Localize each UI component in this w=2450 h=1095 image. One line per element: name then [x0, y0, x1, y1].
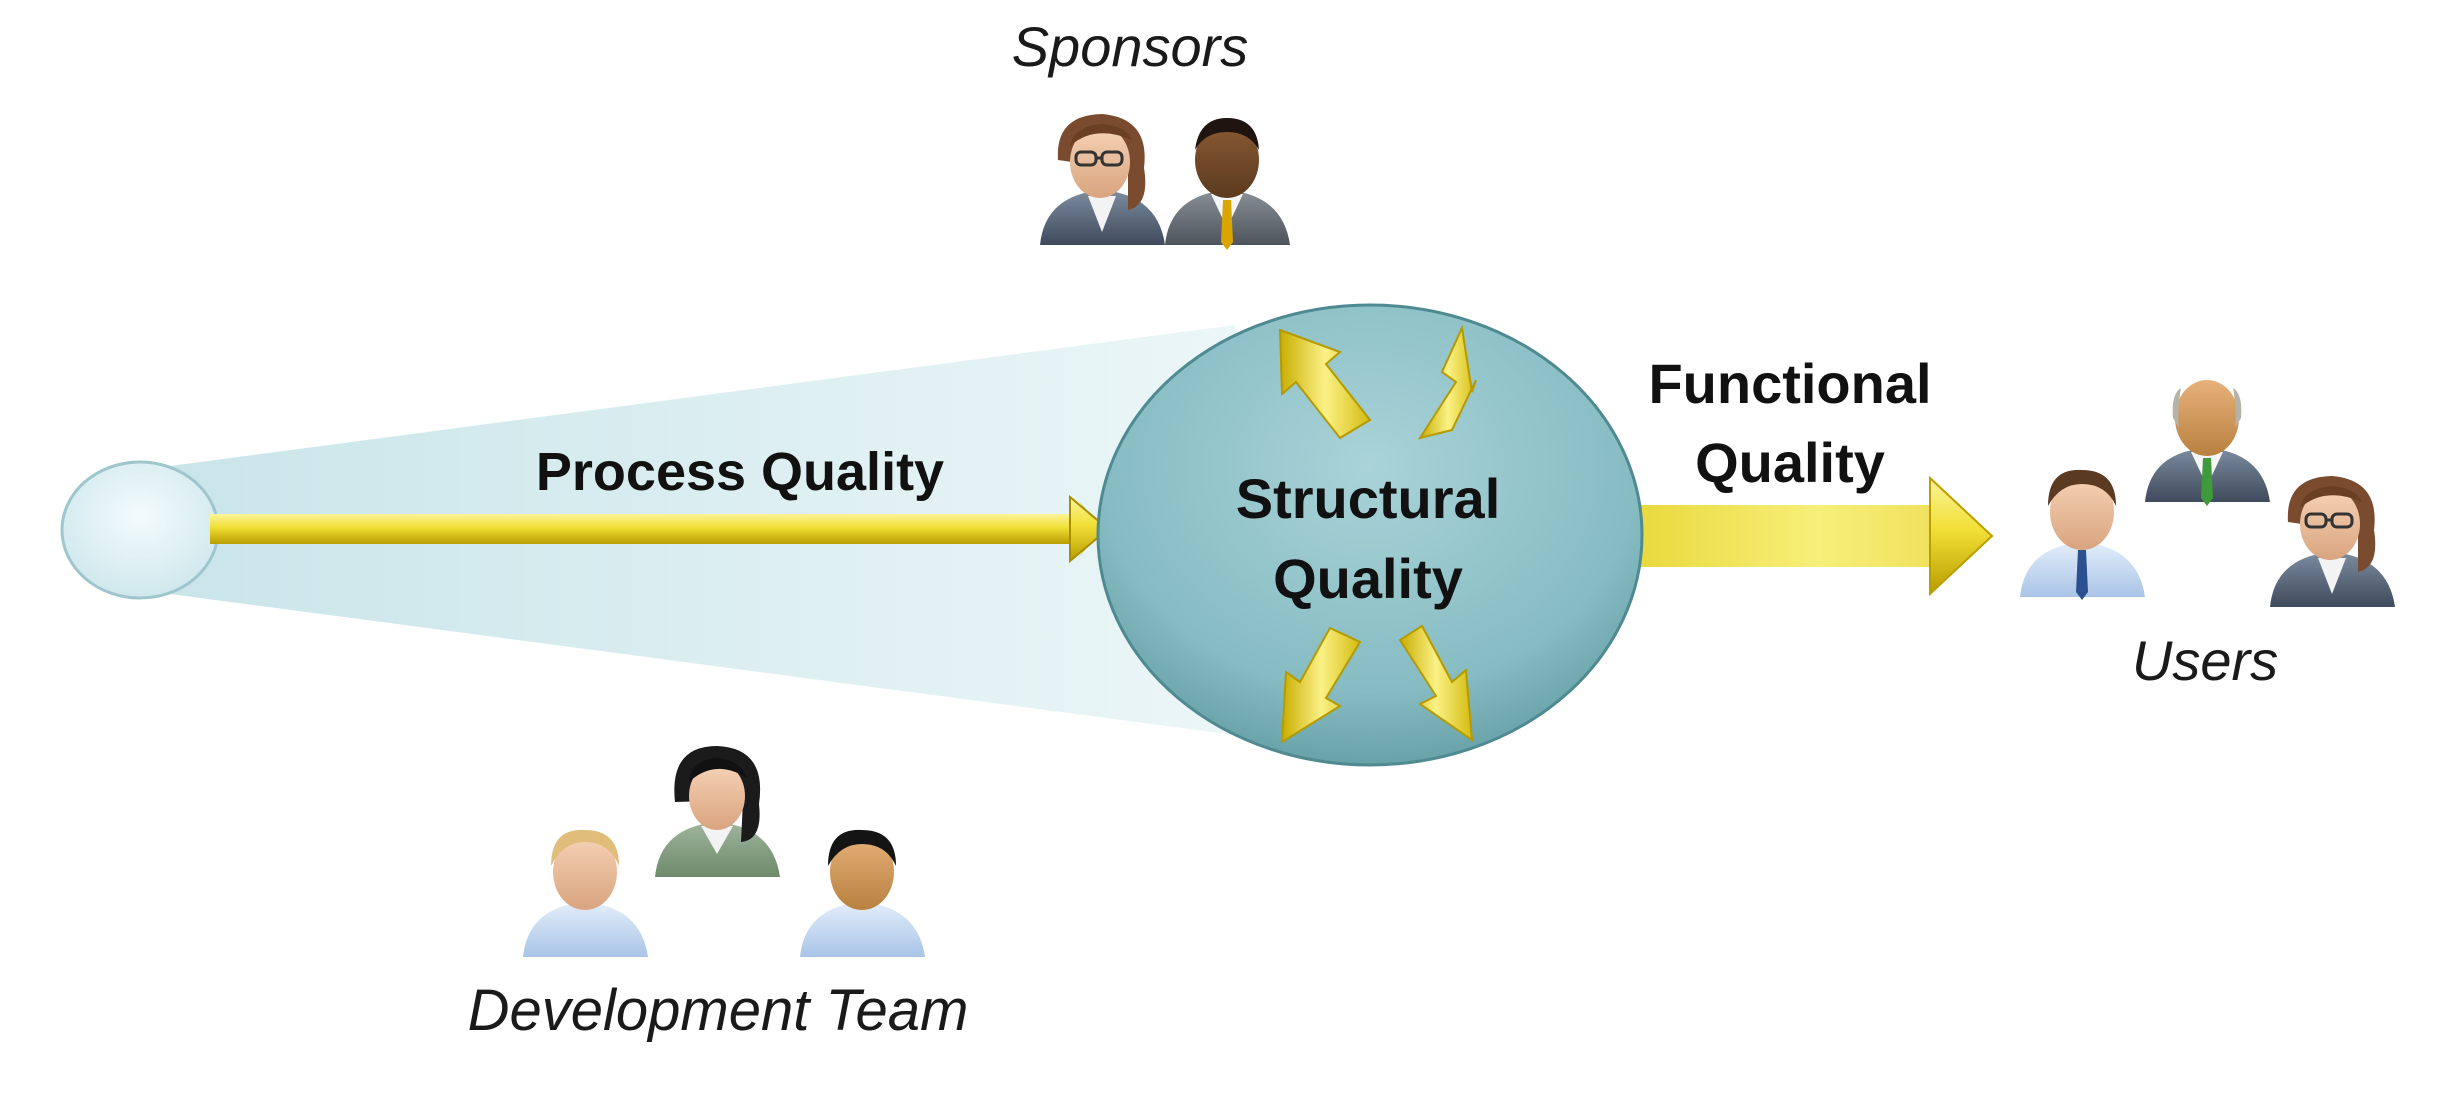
start-circle: [60, 460, 220, 600]
man-dark-hair-icon: [800, 829, 925, 957]
woman-glasses-icon: [1040, 114, 1165, 245]
users-group: [2020, 380, 2395, 607]
structural-arrow-up-right: [1417, 324, 1477, 440]
woman-dark-hair-icon: [655, 746, 780, 877]
sponsors-group: [1040, 114, 1290, 250]
man-dark-icon: [1165, 118, 1290, 250]
functional-quality-label-line1: Functional: [1648, 352, 1931, 415]
structural-quality-label-line2: Quality: [1273, 547, 1463, 610]
sponsors-label: Sponsors: [1012, 15, 1249, 78]
process-quality-label: Process Quality: [536, 442, 944, 502]
structural-arrow-down-left: [1280, 626, 1362, 744]
structural-arrow-down-right: [1398, 624, 1474, 743]
man-blond-icon: [523, 829, 648, 957]
structural-quality-label-line1: Structural: [1236, 467, 1501, 530]
development-team-label: Development Team: [468, 978, 969, 1043]
structural-arrow-up-left: [1278, 328, 1372, 440]
man-blue-tie-icon: [2020, 469, 2145, 600]
older-man-green-tie-icon: [2145, 380, 2270, 506]
structural-quality-circle: [1096, 303, 1644, 767]
functional-quality-arrow: [1630, 475, 1994, 597]
users-label: Users: [2132, 629, 2278, 692]
process-quality-arrow: [210, 494, 1110, 564]
woman-glasses-icon-users: [2270, 476, 2395, 607]
development-team-group: [523, 746, 925, 957]
functional-quality-label-line2: Quality: [1695, 431, 1885, 494]
